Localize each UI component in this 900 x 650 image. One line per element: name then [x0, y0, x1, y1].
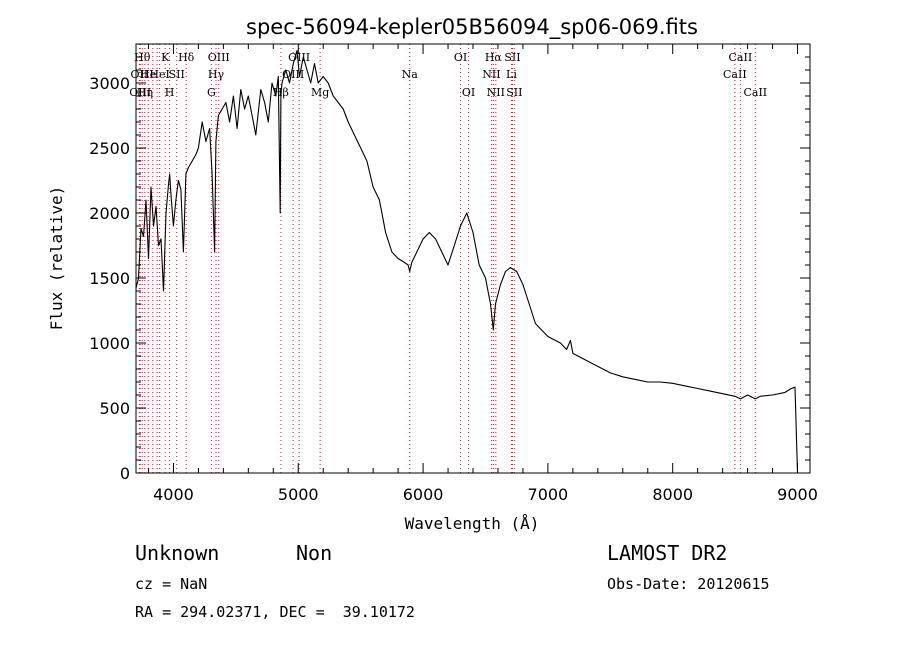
y-tick-label: 0 [120, 464, 130, 483]
line-marker-label: OI [454, 51, 467, 64]
line-marker-label: OIII [208, 51, 230, 64]
y-tick-label: 500 [99, 399, 130, 418]
line-marker-label: H [165, 86, 175, 99]
x-tick-label: 9000 [777, 485, 818, 504]
y-axis: 0 500 1000 1500 2000 2500 3000 [89, 43, 810, 483]
redshift-cz: cz = NaN [135, 575, 208, 593]
line-marker-label: CaII [743, 86, 767, 99]
y-tick-label: 3000 [89, 74, 130, 93]
line-marker-label: NII [482, 68, 500, 81]
y-tick-label: 1500 [89, 269, 130, 288]
x-tick-label: 6000 [403, 485, 444, 504]
line-marker-label: He [140, 68, 156, 81]
x-tick-label: 4000 [153, 485, 194, 504]
line-marker-label: Hα [485, 51, 503, 64]
line-marker-label: OIII [288, 51, 310, 64]
line-marker-label: Hγ [208, 68, 225, 81]
object-class: Unknown [135, 541, 220, 565]
y-tick-label: 1000 [89, 334, 130, 353]
sky-coordinates: RA = 294.02371, DEC = 39.10172 [135, 603, 415, 621]
line-marker-label: Mg [311, 86, 329, 99]
line-marker-label: CaII [723, 68, 747, 81]
line-marker-label: SII [506, 86, 522, 99]
line-marker-label: SII [504, 51, 520, 64]
x-tick-label: 8000 [652, 485, 693, 504]
x-axis: 4000 5000 6000 7000 8000 9000 [147, 44, 818, 504]
y-tick-label: 2500 [89, 139, 130, 158]
line-marker-label: SII [169, 68, 185, 81]
line-marker-label: OII [131, 68, 149, 81]
line-marker-label: Hδ [178, 51, 195, 64]
plot-frame [135, 43, 811, 474]
line-marker-label: G [207, 86, 216, 99]
line-marker-label: HeI [149, 68, 169, 81]
y-axis-title: Flux (relative) [47, 186, 66, 331]
spectrum-line [135, 49, 799, 474]
object-subclass: Non [296, 541, 333, 565]
line-marker-label: Hη [137, 86, 153, 99]
spectrum-line-group [135, 49, 799, 474]
observation-date: Obs-Date: 20120615 [607, 575, 770, 593]
line-marker-label: Na [402, 68, 419, 81]
x-tick-label: 5000 [278, 485, 319, 504]
x-tick-label: 7000 [528, 485, 569, 504]
line-marker-label: NII [487, 86, 505, 99]
line-markers: OIIOIIIHθHηHeHeIKHSIIHδGHγOIIIHβOIIIOIII… [129, 44, 767, 473]
line-marker-label: OIII [129, 86, 151, 99]
chart-title: spec-56094-kepler05B56094_sp06-069.fits [246, 15, 698, 40]
line-marker-label: K [161, 51, 170, 64]
line-marker-label: Hθ [134, 51, 151, 64]
line-marker-label: CaII [729, 51, 753, 64]
line-marker-label: OI [462, 86, 475, 99]
line-marker-label: Li [506, 68, 517, 81]
y-tick-label: 2000 [89, 204, 130, 223]
survey-name: LAMOST DR2 [607, 541, 728, 565]
x-axis-title: Wavelength (Å) [405, 514, 540, 533]
